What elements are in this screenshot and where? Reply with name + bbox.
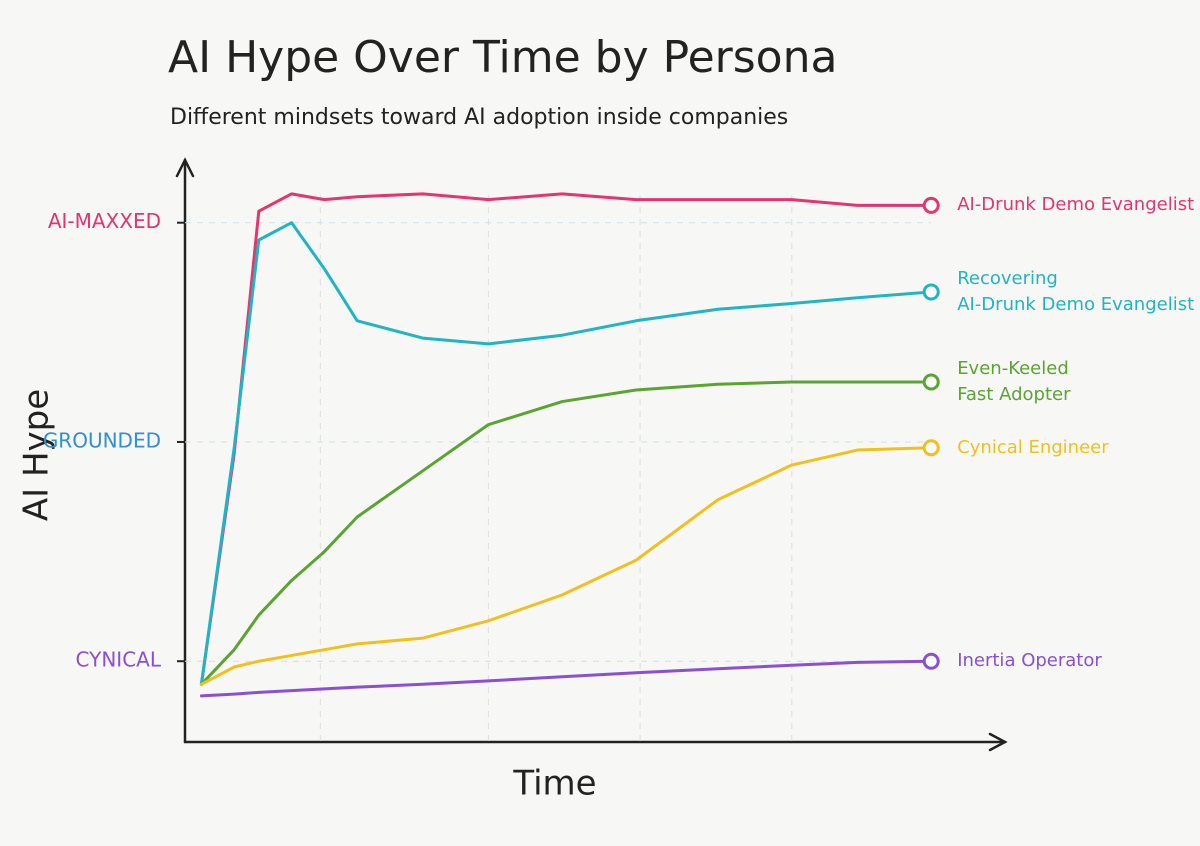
x-axis-title: Time [512,764,596,804]
legend-label: Cynical Engineer [957,436,1109,458]
legend-label: AI-Drunk Demo Evangelist [957,194,1195,216]
y-axis-title: AI Hype [17,389,57,521]
series-line [199,446,933,686]
x-arrow [988,732,1008,752]
y-arrow [175,157,195,178]
end-marker [922,196,940,214]
end-marker [922,373,940,391]
chart-title: AI Hype Over Time by Persona [168,32,837,83]
end-marker [922,283,940,301]
series-line [199,192,933,686]
y-tick-label: AI-MAXXED [48,209,161,233]
series-line [199,659,933,698]
y-tick-label: CYNICAL [76,648,162,672]
legend-label: Recovering AI-Drunk Demo Evangelist [957,267,1195,315]
y-tick-label: GROUNDED [43,428,161,452]
series-line [199,221,933,686]
axes [175,157,1008,752]
series-line [199,380,933,686]
end-marker [922,439,940,457]
end-marker [922,652,940,670]
legend-label: Inertia Operator [957,650,1102,672]
chart-subtitle: Different mindsets toward AI adoption in… [170,105,788,130]
legend-label: Even-Keeled Fast Adopter [957,357,1071,405]
